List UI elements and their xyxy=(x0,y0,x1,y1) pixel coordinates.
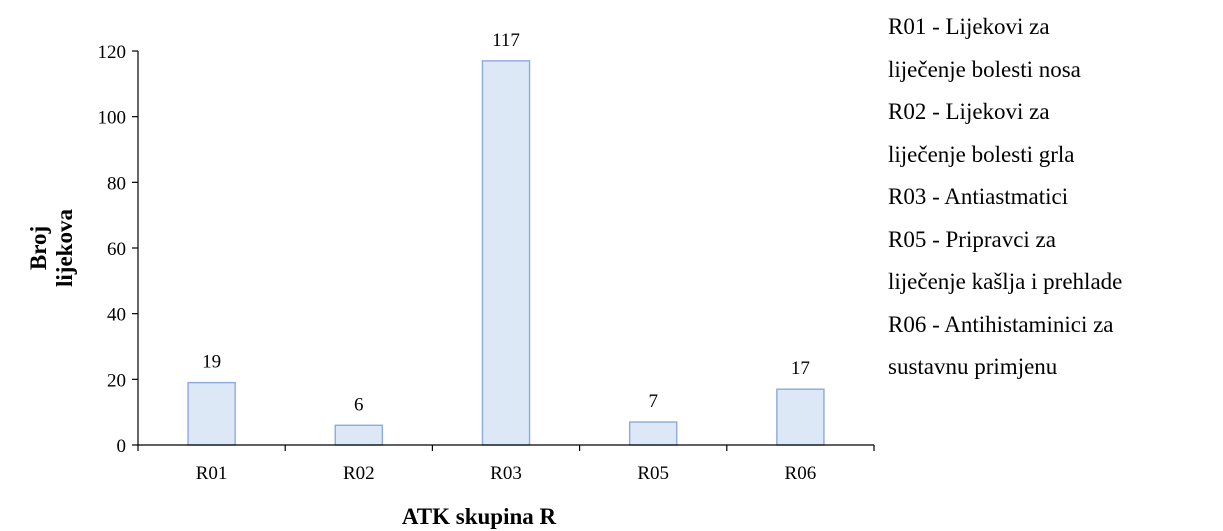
legend-line: R06 - Antihistaminici za xyxy=(888,311,1114,337)
y-tick-label: 100 xyxy=(98,108,127,129)
legend-line: R03 - Antiastmatici xyxy=(888,184,1069,209)
legend-line: R01 - Lijekovi za xyxy=(888,14,1050,39)
bar-R02 xyxy=(334,424,384,446)
legend-line: liječenje kašlja i prehlade xyxy=(888,269,1123,294)
y-axis-title-line-1: Broj xyxy=(26,226,51,270)
y-tick-label: 20 xyxy=(107,370,126,391)
bar-R01 xyxy=(187,381,236,446)
data-labels-group: 19 6 117 7 17 xyxy=(202,30,810,415)
x-tick-label-R03: R03 xyxy=(490,463,522,484)
data-label-R02: 6 xyxy=(354,394,364,415)
x-tick-label-R01: R01 xyxy=(196,463,228,484)
y-tick-label: 60 xyxy=(107,239,126,260)
bar-chart: 0 20 40 60 80 100 120 R01 R02 R03 R05 R06 19 6 117 7 17… xyxy=(26,30,875,529)
y-tick-label: 0 xyxy=(117,436,127,457)
legend: R01 - Lijekovi za liječenje bolesti nosa… xyxy=(888,6,1223,389)
ticks-group: 0 20 40 60 80 100 120 R01 R02 R03 R05 R06 xyxy=(98,42,875,484)
legend-line: liječenje bolesti grla xyxy=(888,141,1075,167)
x-tick-label-R02: R02 xyxy=(343,463,375,484)
y-tick-label: 120 xyxy=(98,42,127,63)
y-axis-title: Broj lijekova xyxy=(26,209,77,287)
y-tick-label: 80 xyxy=(107,173,126,194)
data-label-R03: 117 xyxy=(492,30,520,51)
bar-R03 xyxy=(481,60,531,446)
y-tick-label: 40 xyxy=(107,305,126,326)
legend-line: liječenje bolesti nosa xyxy=(888,56,1081,82)
legend-line: sustavnu primjenu xyxy=(888,354,1058,379)
data-label-R06: 17 xyxy=(791,358,810,379)
legend-line: R02 - Lijekovi za xyxy=(888,99,1050,124)
x-tick-label-R05: R05 xyxy=(637,463,669,484)
bars-group xyxy=(187,60,825,446)
y-axis-title-line-2: lijekova xyxy=(52,209,77,287)
bar-R05 xyxy=(628,421,678,446)
data-label-R05: 7 xyxy=(648,391,658,412)
legend-line: R05 - Pripravci za xyxy=(888,226,1056,252)
data-label-R01: 19 xyxy=(202,352,221,373)
x-axis-title: ATK skupina R xyxy=(402,504,557,529)
bar-R06 xyxy=(776,388,825,446)
x-tick-label-R06: R06 xyxy=(785,463,817,484)
